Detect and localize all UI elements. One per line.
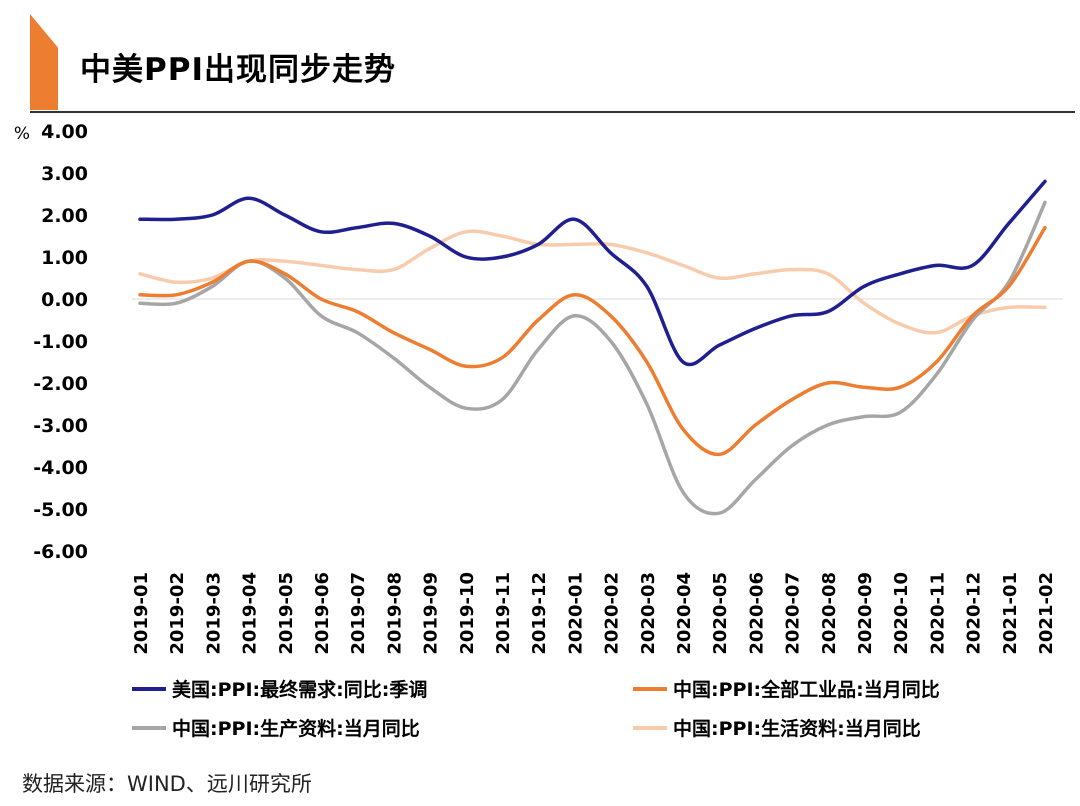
legend-label: 中国:PPI:生活资料:当月同比	[673, 717, 921, 740]
x-tick-label: 2021-01	[1000, 572, 1021, 655]
x-tick-label: 2019-08	[384, 572, 405, 655]
x-tick-label: 2019-09	[421, 572, 442, 655]
y-tick-label: 2.00	[41, 205, 88, 227]
x-tick-label: 2020-03	[638, 572, 659, 655]
x-tick-label: 2020-04	[674, 572, 695, 655]
x-axis-ticks: 2019-01 2019-02 2019-03 2019-04 2019-05 2019-…	[131, 572, 1057, 655]
x-tick-label: 2020-07	[783, 572, 804, 655]
series-line-0	[138, 179, 1047, 367]
x-tick-label: 2019-07	[348, 572, 369, 655]
x-tick-label: 2020-11	[927, 572, 948, 655]
x-tick-label: 2020-06	[746, 572, 767, 655]
x-tick-label: 2019-05	[276, 572, 297, 655]
y-tick-label: -4.00	[33, 457, 88, 479]
x-tick-label: 2019-10	[457, 572, 478, 655]
series-lines	[138, 179, 1047, 516]
x-tick-label: 2020-12	[964, 572, 985, 655]
x-tick-label: 2019-03	[203, 572, 224, 655]
x-tick-label: 2019-01	[131, 572, 152, 655]
series-line-1	[138, 225, 1047, 457]
chart-title: 中美PPI出现同步走势	[80, 52, 396, 88]
y-tick-label: 4.00	[41, 121, 88, 143]
title-divider	[30, 111, 1075, 113]
x-tick-label: 2020-09	[855, 572, 876, 655]
series-line-2	[138, 200, 1047, 516]
y-tick-label: -3.00	[33, 415, 88, 437]
x-tick-label: 2020-10	[891, 572, 912, 655]
x-tick-label: 2019-06	[312, 572, 333, 655]
y-axis-ticks: 4.00 3.00 2.00 1.00 0.00 -1.00 -2.00 -3.00 -4.00…	[33, 121, 88, 563]
y-tick-label: -1.00	[33, 331, 88, 353]
y-tick-label: -6.00	[33, 541, 88, 563]
y-tick-label: -2.00	[33, 373, 88, 395]
y-tick-label: 0.00	[41, 289, 88, 311]
x-tick-label: 2019-02	[167, 572, 188, 655]
series-line-3	[138, 229, 1047, 335]
legend-label: 中国:PPI:生产资料:当月同比	[172, 717, 420, 740]
y-axis-unit-label: %	[14, 124, 30, 144]
legend: 美国:PPI:最终需求:同比:季调 中国:PPI:全部工业品:当月同比中国:PPI…	[132, 678, 940, 740]
y-tick-label: -5.00	[33, 499, 88, 521]
y-tick-label: 3.00	[41, 163, 88, 185]
x-tick-label: 2021-02	[1036, 572, 1057, 655]
data-source-note: 数据来源：WIND、远川研究所	[22, 772, 312, 796]
legend-label: 中国:PPI:全部工业品:当月同比	[673, 678, 940, 701]
x-tick-label: 2019-04	[240, 572, 261, 655]
y-tick-label: 1.00	[41, 247, 88, 269]
x-tick-label: 2020-08	[819, 572, 840, 655]
x-tick-label: 2019-11	[493, 572, 514, 655]
x-tick-label: 2020-01	[565, 572, 586, 655]
x-tick-label: 2020-05	[710, 572, 731, 655]
x-tick-label: 2020-02	[602, 572, 623, 655]
legend-label: 美国:PPI:最终需求:同比:季调	[172, 678, 427, 701]
x-tick-label: 2019-12	[529, 572, 550, 655]
